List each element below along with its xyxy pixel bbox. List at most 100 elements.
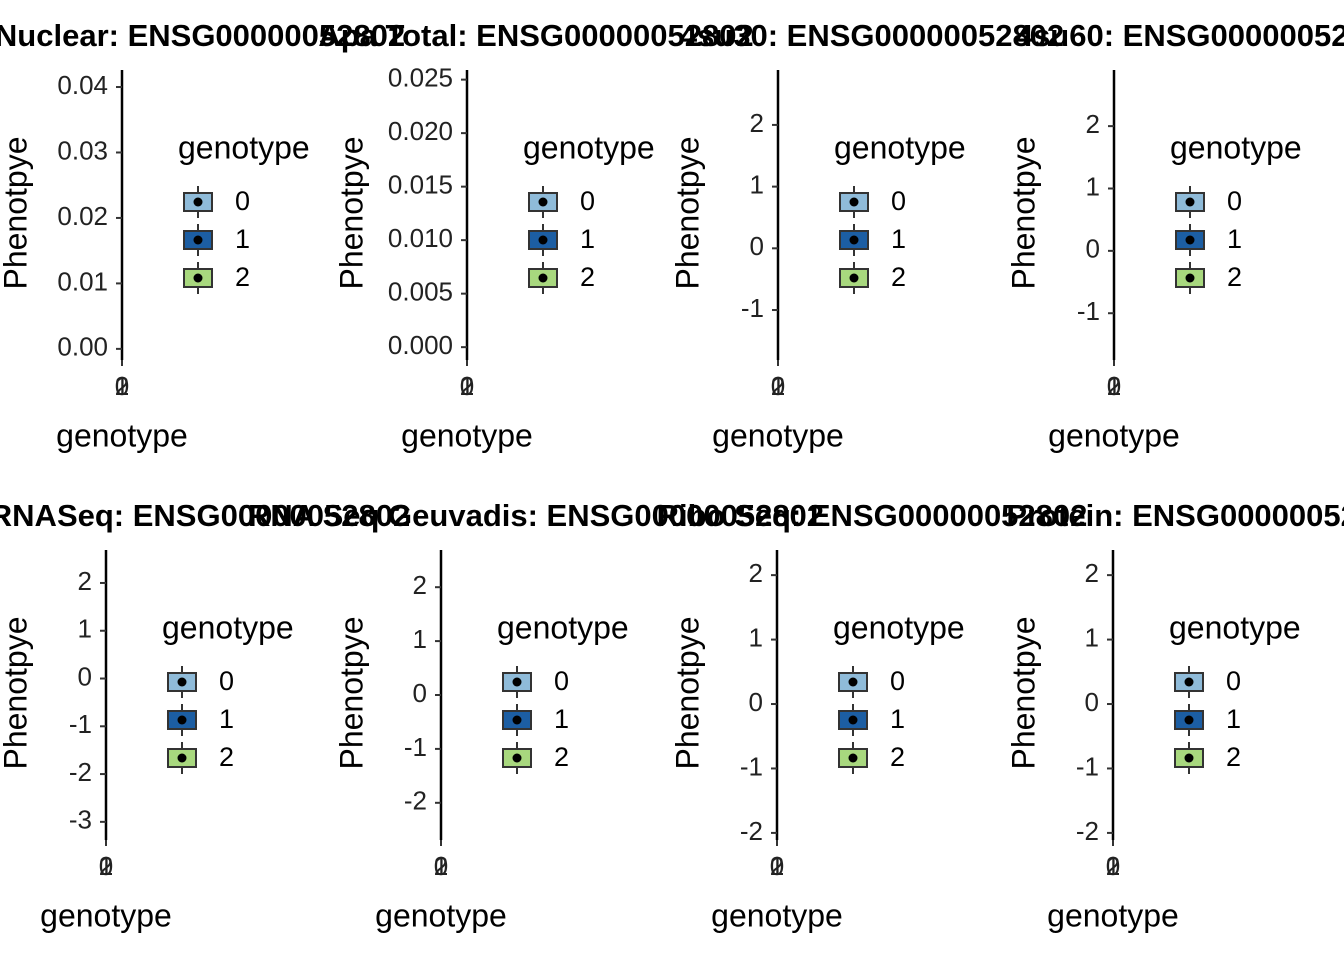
legend-dot: [538, 273, 548, 283]
x-tick-label: 1: [460, 371, 474, 401]
legend-dot: [193, 197, 203, 207]
legend-item: 1: [167, 704, 234, 736]
legend-label: 0: [235, 186, 250, 216]
panel: Nuclear: ENSG00000052802 0.00 0.01 0.02 0.03…: [0, 18, 405, 453]
legend-label: 1: [1227, 224, 1242, 254]
y-tick-label: -2: [404, 786, 427, 816]
y-tick-label: 0.00: [57, 332, 108, 362]
legend-dot: [512, 677, 522, 687]
legend-label: 2: [891, 262, 906, 292]
x-tick-label: 1: [99, 851, 113, 881]
legend-item: 0: [502, 666, 569, 698]
legend-label: 1: [890, 704, 905, 734]
legend-label: 2: [1227, 262, 1242, 292]
legend-item: 0: [528, 186, 595, 218]
legend-item: 2: [1175, 262, 1242, 294]
x-tick-label: 0: [1107, 371, 1121, 401]
legend-item: 0: [838, 666, 905, 698]
x-tick-label: 1: [434, 851, 448, 881]
legend-dot: [1185, 273, 1195, 283]
legend-dot: [538, 235, 548, 245]
y-axis-label: Phenotpye: [333, 136, 369, 289]
legend-label: 0: [1226, 666, 1241, 696]
legend-title: genotype: [523, 129, 655, 165]
y-tick-label: 0.020: [388, 116, 453, 146]
x-tick-label: 0: [115, 371, 129, 401]
legend-dot: [177, 753, 187, 763]
legend-dot: [193, 235, 203, 245]
y-tick-label: 0: [749, 687, 763, 717]
legend-label: 0: [890, 666, 905, 696]
x-tick-label: 1: [115, 371, 129, 401]
panel-title: Protein: ENSG00000052802: [1006, 498, 1344, 533]
x-tick-label: 2: [115, 371, 129, 401]
legend-dot: [1185, 197, 1195, 207]
legend-item: 2: [528, 262, 595, 294]
y-tick-label: 0.025: [388, 63, 453, 93]
legend-dot: [512, 753, 522, 763]
legend-label: 0: [580, 186, 595, 216]
x-axis-label: genotype: [375, 897, 507, 933]
y-tick-label: 1: [750, 169, 764, 199]
x-tick-label: 0: [770, 851, 784, 881]
legend-title: genotype: [178, 129, 310, 165]
x-tick-label: 1: [770, 851, 784, 881]
legend-dot: [1184, 677, 1194, 687]
y-tick-label: 2: [749, 558, 763, 588]
legend-item: 1: [1174, 704, 1241, 736]
x-axis-label: genotype: [56, 417, 188, 453]
y-axis-label: Phenotpye: [333, 616, 369, 769]
x-tick-label: 2: [771, 371, 785, 401]
legend-dot: [512, 715, 522, 725]
panel: 4su30: ENSG00000052802-1012012genotypePh…: [669, 18, 1064, 453]
legend-dot: [848, 715, 858, 725]
panel: RNASeq: ENSG00000052802-3-2-1012012genot…: [0, 498, 410, 933]
y-tick-label: -1: [740, 751, 763, 781]
legend-dot: [849, 273, 859, 283]
y-tick-label: 2: [750, 108, 764, 138]
y-tick-label: 0: [78, 661, 92, 691]
panel-title: Nuclear: ENSG00000052802: [0, 18, 405, 53]
legend-dot: [849, 235, 859, 245]
panel-title: RNASeq: ENSG00000052802: [0, 498, 410, 533]
x-axis-label: genotype: [401, 417, 533, 453]
legend-title: genotype: [497, 609, 629, 645]
legend-label: 2: [890, 742, 905, 772]
legend-item: 0: [839, 186, 906, 218]
y-tick-label: -1: [69, 709, 92, 739]
x-axis-label: genotype: [711, 897, 843, 933]
y-tick-label: 0: [750, 231, 764, 261]
y-tick-label: -2: [69, 757, 92, 787]
y-tick-label: 2: [78, 566, 92, 596]
panel-title: 4su30: ENSG00000052802: [680, 18, 1064, 53]
legend-item: 0: [1175, 186, 1242, 218]
y-tick-label: 0: [1086, 234, 1100, 264]
y-tick-label: 0.02: [57, 201, 108, 231]
legend-item: 2: [1174, 742, 1241, 774]
legend-item: 2: [183, 262, 250, 294]
y-tick-label: 0.03: [57, 135, 108, 165]
y-tick-label: 1: [413, 624, 427, 654]
legend-label: 0: [554, 666, 569, 696]
legend-item: 1: [528, 224, 595, 256]
legend-label: 2: [1226, 742, 1241, 772]
x-tick-label: 0: [99, 851, 113, 881]
legend-title: genotype: [162, 609, 294, 645]
y-tick-label: 0.015: [388, 170, 453, 200]
x-tick-label: 0: [460, 371, 474, 401]
x-tick-label: 1: [1106, 851, 1120, 881]
legend-dot: [177, 715, 187, 725]
y-tick-label: 0: [413, 678, 427, 708]
legend-dot: [848, 677, 858, 687]
legend-title: genotype: [834, 129, 966, 165]
legend-item: 1: [183, 224, 250, 256]
legend-item: 1: [839, 224, 906, 256]
x-tick-label: 2: [770, 851, 784, 881]
x-tick-label: 0: [1106, 851, 1120, 881]
y-tick-label: 0: [1085, 687, 1099, 717]
x-axis-label: genotype: [712, 417, 844, 453]
legend-item: 2: [502, 742, 569, 774]
legend-dot: [848, 753, 858, 763]
y-tick-label: -1: [1076, 751, 1099, 781]
legend-label: 2: [219, 742, 234, 772]
